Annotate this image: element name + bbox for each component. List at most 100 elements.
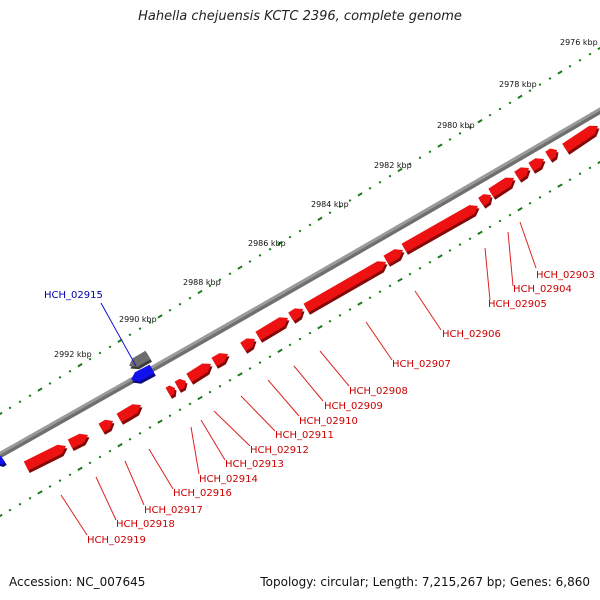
gene-label-hch-02914[interactable]: HCH_02914 [199,474,258,485]
gene-label-hch-02915[interactable]: HCH_02915 [44,290,103,301]
inner-tick-8 [77,466,83,471]
accession-text: Accession: NC_007645 [9,575,146,589]
inner-tick-48 [477,230,483,235]
forward-gene-arrow-14 [478,194,493,209]
inner-tick-27 [268,355,272,359]
forward-gene-arrow-13-body [401,205,478,253]
outer-tick-35 [348,199,352,202]
gene-label-hch-02917[interactable]: HCH_02917 [144,505,203,516]
outer-tick-40 [397,167,403,173]
inner-tick-51 [508,213,512,217]
outer-tick-27 [268,247,272,251]
outer-tick-3 [28,394,32,398]
leader-line-4 [365,321,393,361]
leader-line-11 [190,426,200,475]
inner-tick-18 [178,408,182,412]
gene-label-hch-02913[interactable]: HCH_02913 [225,459,284,470]
inner-tick-50 [498,219,502,223]
scale-label-2986: 2986 kbp [248,239,286,248]
outer-tick-51 [508,101,512,105]
outer-tick-5 [48,382,52,385]
leader-line-8 [240,395,276,432]
inner-tick-53 [528,201,532,205]
inner-tick-36 [357,301,363,306]
leader-line-2 [484,247,491,301]
inner-tick-58 [578,172,582,176]
inner-tick-39 [388,284,392,288]
inner-tick-4 [37,490,43,495]
outer-tick-38 [378,180,382,184]
outer-tick-8 [77,363,83,368]
forward-gene-arrow-6 [186,363,213,385]
gene-label-hch-02907[interactable]: HCH_02907 [392,359,451,370]
gene-label-hch-02904[interactable]: HCH_02904 [513,284,572,295]
inner-tick-3 [28,496,32,500]
inner-tick-26 [258,361,262,364]
gene-label-hch-02903[interactable]: HCH_02903 [536,270,595,281]
inner-tick-11 [108,449,112,453]
inner-tick-34 [338,314,342,317]
gene-label-hch-02916[interactable]: HCH_02916 [173,488,232,499]
outer-tick-16 [157,314,163,319]
gene-label-hch-02911[interactable]: HCH_02911 [275,430,334,441]
gene-label-hch-02906[interactable]: HCH_02906 [442,329,501,340]
inner-tick-56 [557,183,563,188]
forward-gene-arrow-12-body [383,249,403,265]
scale-label-2988: 2988 kbp [183,278,221,287]
outer-tick-11 [108,345,112,349]
outer-tick-47 [468,125,472,129]
gene-label-hch-02918[interactable]: HCH_02918 [116,519,175,530]
forward-gene-arrow-10-body [288,308,303,322]
outer-tick-41 [408,162,412,166]
inner-tick-49 [488,225,492,229]
inner-tick-60 [597,160,600,165]
inner-tick-31 [308,331,312,335]
inner-tick-38 [378,290,382,294]
backbone-line [0,107,600,455]
gene-label-hch-02909[interactable]: HCH_02909 [324,401,383,412]
outer-tick-19 [188,296,192,300]
outer-tick-23 [228,272,232,276]
outer-tick-43 [428,150,432,154]
reverse-gene-arrow-edge-body [0,455,6,465]
leader-line-10 [200,419,226,461]
forward-gene-arrow-9 [255,317,290,343]
gene-label-hch-02905[interactable]: HCH_02905 [488,299,547,310]
scale-label-2992: 2992 kbp [54,350,92,359]
forward-gene-arrow-17 [528,158,546,174]
outer-tick-34 [338,205,342,208]
forward-gene-arrow-10 [288,308,305,324]
inner-tick-7 [68,473,72,477]
gene-label-hch-02919[interactable]: HCH_02919 [87,535,146,546]
scale-label-2976: 2976 kbp [560,38,598,47]
outer-tick-45 [448,138,452,141]
inner-tick-19 [188,402,192,406]
inner-tick-20 [197,395,203,401]
forward-gene-arrow-16-body [514,167,529,181]
forward-gene-arrow-19 [562,125,600,155]
gene-label-hch-02910[interactable]: HCH_02910 [299,416,358,427]
leader-line-7 [267,379,300,417]
inner-tick-54 [538,196,542,199]
scale-label-2982: 2982 kbp [374,161,412,170]
outer-tick-49 [488,113,492,117]
gene-label-hch-02908[interactable]: HCH_02908 [349,386,408,397]
leader-line-12 [148,448,174,490]
forward-gene-arrow-2 [98,419,115,435]
reverse-gene-arrow-edge [0,455,7,467]
outer-tick-44 [437,143,443,148]
forward-gene-arrow-16 [514,167,531,183]
outer-tick-15 [148,321,152,324]
inner-tick-43 [428,260,432,264]
outer-tick-30 [298,229,302,233]
leader-line-0 [519,221,537,269]
outer-tick-22 [218,278,222,282]
forward-gene-arrow-9-body [255,317,288,341]
genome-title: Hahella chejuensis KCTC 2396, complete g… [138,9,462,24]
forward-gene-arrow-5 [174,378,188,393]
inner-tick-32 [317,325,323,330]
gene-label-hch-02912[interactable]: HCH_02912 [250,445,309,456]
inner-tick-28 [277,348,283,353]
outer-tick-14 [138,327,142,330]
